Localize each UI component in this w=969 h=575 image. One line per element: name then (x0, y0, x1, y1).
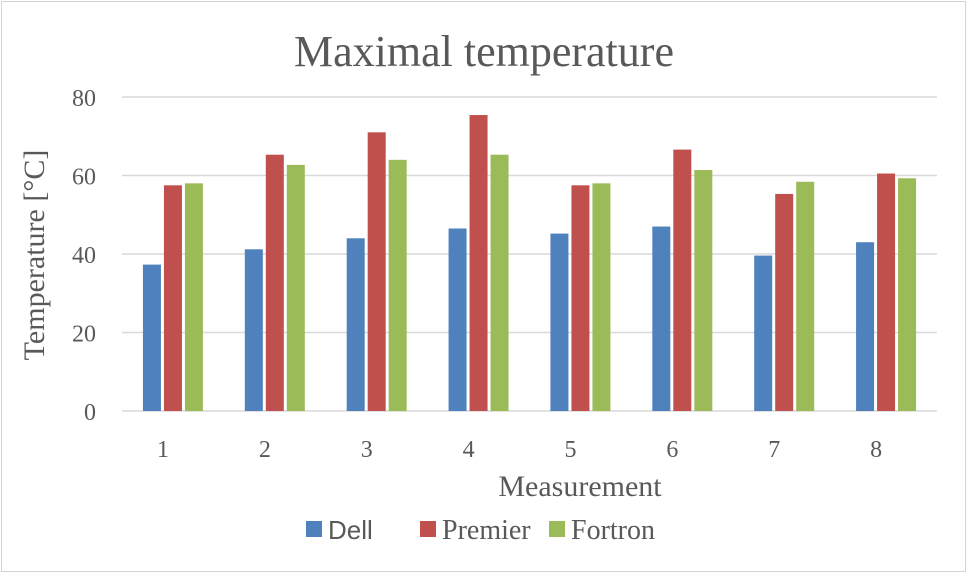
x-tick-label: 2 (259, 437, 271, 463)
x-axis-ticks: 1 2 3 4 5 6 7 8 (157, 437, 882, 463)
bar-premier-4 (469, 115, 488, 412)
y-tick-label: 20 (72, 322, 96, 348)
legend-label-premier: Premier (442, 515, 531, 546)
bar-fortron-8 (898, 178, 917, 411)
gridlines (122, 96, 937, 412)
bar-fortron-2 (286, 164, 305, 411)
bar-premier-1 (163, 185, 182, 411)
bar-dell-2 (244, 249, 263, 411)
bars (142, 115, 917, 412)
bar-premier-3 (367, 132, 386, 411)
bar-dell-3 (346, 238, 365, 411)
y-tick-label: 40 (72, 243, 96, 269)
bar-dell-5 (550, 233, 569, 411)
x-tick-label: 3 (361, 437, 373, 463)
bar-premier-2 (265, 154, 284, 411)
bar-fortron-1 (184, 183, 203, 411)
bar-dell-6 (652, 226, 671, 411)
y-axis-title: Temperature [°C] (18, 150, 51, 361)
legend-swatch-fortron (549, 521, 565, 537)
bar-fortron-3 (388, 159, 407, 411)
x-tick-label: 1 (157, 437, 169, 463)
y-tick-label: 0 (84, 400, 96, 426)
x-tick-label: 8 (870, 437, 882, 463)
x-tick-label: 6 (666, 437, 678, 463)
x-tick-label: 4 (463, 437, 475, 463)
legend-label-fortron: Fortron (571, 515, 655, 546)
y-tick-label: 60 (72, 165, 96, 191)
legend-swatch-premier (420, 521, 436, 537)
y-tick-label: 80 (72, 86, 96, 112)
bar-dell-1 (142, 264, 161, 411)
bar-dell-8 (856, 242, 875, 411)
y-axis-ticks: 0 20 40 60 80 (72, 86, 96, 426)
bar-premier-5 (571, 185, 590, 411)
chart-title: Maximal temperature (294, 27, 674, 76)
bar-dell-7 (754, 255, 773, 411)
bar-premier-7 (775, 193, 794, 411)
legend-swatch-dell (306, 521, 322, 537)
x-tick-label: 5 (564, 437, 576, 463)
legend: Dell Premier Fortron (306, 515, 655, 546)
bar-fortron-7 (796, 181, 815, 411)
bar-premier-6 (673, 149, 692, 411)
bar-fortron-4 (490, 154, 509, 411)
bar-premier-8 (877, 173, 896, 411)
x-tick-label: 7 (768, 437, 780, 463)
legend-label-dell: Dell (328, 515, 373, 545)
bar-fortron-5 (592, 183, 611, 411)
bar-dell-4 (448, 228, 467, 411)
x-axis-title: Measurement (498, 470, 662, 503)
bar-fortron-6 (694, 170, 713, 411)
